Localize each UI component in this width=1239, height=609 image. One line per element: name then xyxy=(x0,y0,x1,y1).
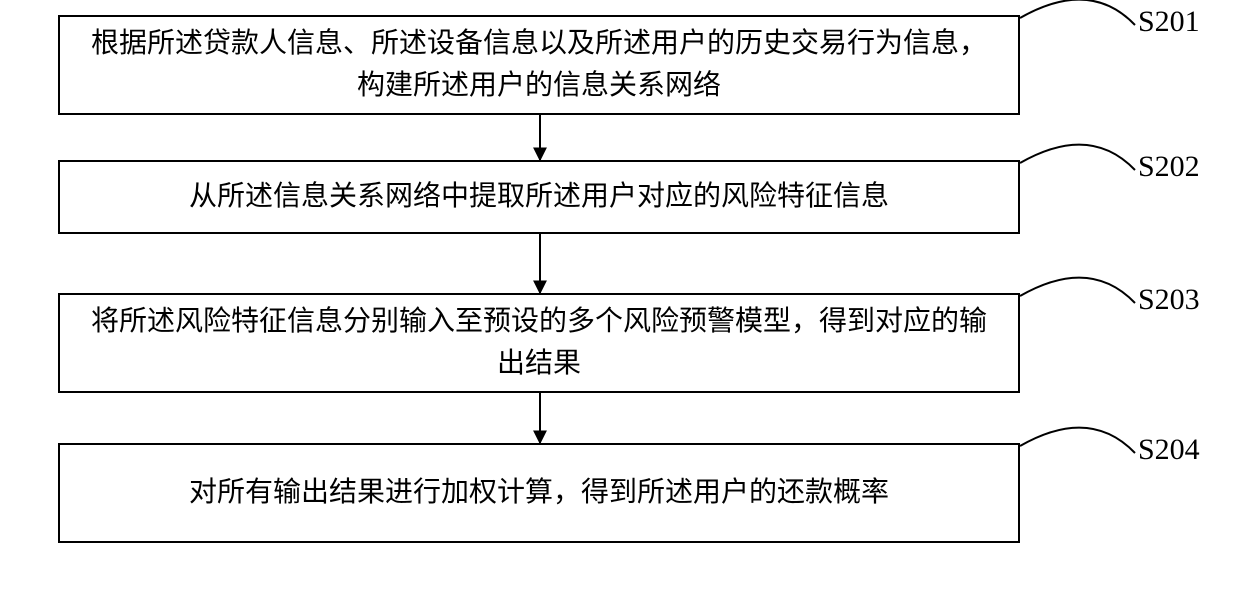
flow-step-s203: 将所述风险特征信息分别输入至预设的多个风险预警模型，得到对应的输出结果 xyxy=(58,293,1020,393)
leader-s201 xyxy=(1020,0,1135,25)
leader-s204 xyxy=(1020,428,1135,453)
step-label-s203: S203 xyxy=(1138,283,1200,317)
step-label-text: S204 xyxy=(1138,433,1200,466)
flow-step-text: 对所有输出结果进行加权计算，得到所述用户的还款概率 xyxy=(189,472,889,514)
step-label-text: S203 xyxy=(1138,283,1200,316)
flow-step-text: 从所述信息关系网络中提取所述用户对应的风险特征信息 xyxy=(189,176,889,218)
flow-step-s202: 从所述信息关系网络中提取所述用户对应的风险特征信息 xyxy=(58,160,1020,234)
step-label-s201: S201 xyxy=(1138,5,1200,39)
flowchart-canvas: 根据所述贷款人信息、所述设备信息以及所述用户的历史交易行为信息，构建所述用户的信… xyxy=(0,0,1239,609)
flow-step-s204: 对所有输出结果进行加权计算，得到所述用户的还款概率 xyxy=(58,443,1020,543)
leader-s202 xyxy=(1020,145,1135,170)
flow-step-text: 根据所述贷款人信息、所述设备信息以及所述用户的历史交易行为信息，构建所述用户的信… xyxy=(80,23,998,107)
step-label-text: S202 xyxy=(1138,150,1200,183)
step-label-s202: S202 xyxy=(1138,150,1200,184)
step-label-text: S201 xyxy=(1138,5,1200,38)
flow-step-text: 将所述风险特征信息分别输入至预设的多个风险预警模型，得到对应的输出结果 xyxy=(80,301,998,385)
leader-s203 xyxy=(1020,278,1135,303)
step-label-s204: S204 xyxy=(1138,433,1200,467)
flow-step-s201: 根据所述贷款人信息、所述设备信息以及所述用户的历史交易行为信息，构建所述用户的信… xyxy=(58,15,1020,115)
